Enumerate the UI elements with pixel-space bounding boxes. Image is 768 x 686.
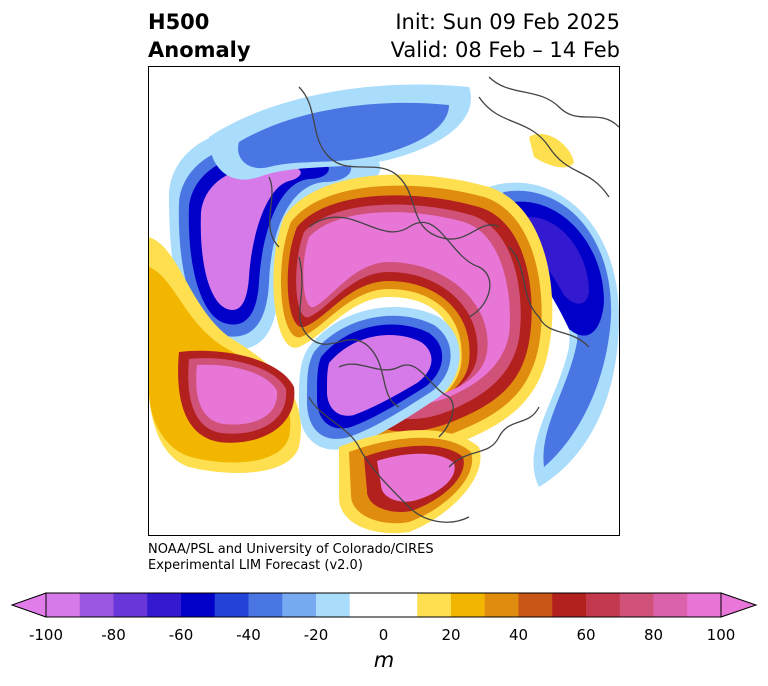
colorbar-units: m xyxy=(373,648,395,672)
colorbar-tick-label: -40 xyxy=(236,626,261,644)
colorbar-tick-label: -60 xyxy=(168,626,194,644)
colorbar-segment xyxy=(518,593,553,617)
forecast-dates: Init: Sun 09 Feb 2025 Valid: 08 Feb – 14… xyxy=(391,8,620,64)
negative-anomaly-west xyxy=(169,125,381,350)
colorbar-segment xyxy=(46,593,81,617)
colorbar-segment xyxy=(349,593,384,617)
positive-anomaly-southeast xyxy=(339,430,481,534)
credit: NOAA/PSL and University of Colorado/CIRE… xyxy=(148,542,434,574)
colorbar-segment xyxy=(316,593,351,617)
colorbar-segment xyxy=(619,593,654,617)
colorbar-segment xyxy=(383,593,418,617)
credit-line-2: Experimental LIM Forecast (v2.0) xyxy=(148,558,363,573)
colorbar-segment xyxy=(214,593,249,617)
colorbar xyxy=(10,592,758,618)
colorbar-tick-label: 0 xyxy=(378,626,389,644)
polar-map xyxy=(148,66,620,536)
colorbar-segment xyxy=(181,593,216,617)
colorbar-tick-label: -20 xyxy=(303,626,329,644)
negative-anomaly-north-america xyxy=(299,307,460,450)
colorbar-segment xyxy=(687,593,722,617)
colorbar-segment xyxy=(282,593,317,617)
colorbar-outline xyxy=(45,592,722,618)
colorbar-segment xyxy=(248,593,283,617)
anomaly-field xyxy=(149,76,619,534)
colorbar-segment xyxy=(552,593,587,617)
colorbar-tick-label: 40 xyxy=(508,626,529,644)
colorbar-segment xyxy=(147,593,182,617)
colorbar-tick-label: 100 xyxy=(706,626,736,644)
colorbar-tick-label: 20 xyxy=(441,626,461,644)
credit-line-1: NOAA/PSL and University of Colorado/CIRE… xyxy=(148,542,434,557)
colorbar-segment xyxy=(484,593,519,617)
colorbar-tick-label: -100 xyxy=(28,626,64,644)
colorbar-segment xyxy=(79,593,114,617)
colorbar-segment xyxy=(417,593,452,617)
colorbar-extend-low xyxy=(10,592,47,618)
title-kind: Anomaly xyxy=(148,38,251,62)
colorbar-segment xyxy=(653,593,688,617)
positive-anomaly-pacific xyxy=(149,237,301,473)
init-date: Init: Sun 09 Feb 2025 xyxy=(395,10,620,34)
colorbar-segment xyxy=(113,593,148,617)
title-variable: H500 xyxy=(148,10,210,34)
colorbar-tick-label: 60 xyxy=(576,626,596,644)
colorbar-tick-label: -80 xyxy=(101,626,126,644)
colorbar-tick-labels: -100 -80 -60 -40 -20 0 20 40 60 80 100 xyxy=(0,626,768,646)
colorbar-segment xyxy=(451,593,486,617)
map-title: H500 Anomaly xyxy=(148,8,251,64)
coastlines xyxy=(268,76,619,523)
negative-anomaly-north xyxy=(209,84,471,180)
valid-range: Valid: 08 Feb – 14 Feb xyxy=(390,38,620,62)
colorbar-extend-high xyxy=(720,592,758,618)
colorbar-segment xyxy=(586,593,621,617)
positive-anomaly-polar xyxy=(273,174,553,458)
colorbar-tick-label: 80 xyxy=(643,626,664,644)
